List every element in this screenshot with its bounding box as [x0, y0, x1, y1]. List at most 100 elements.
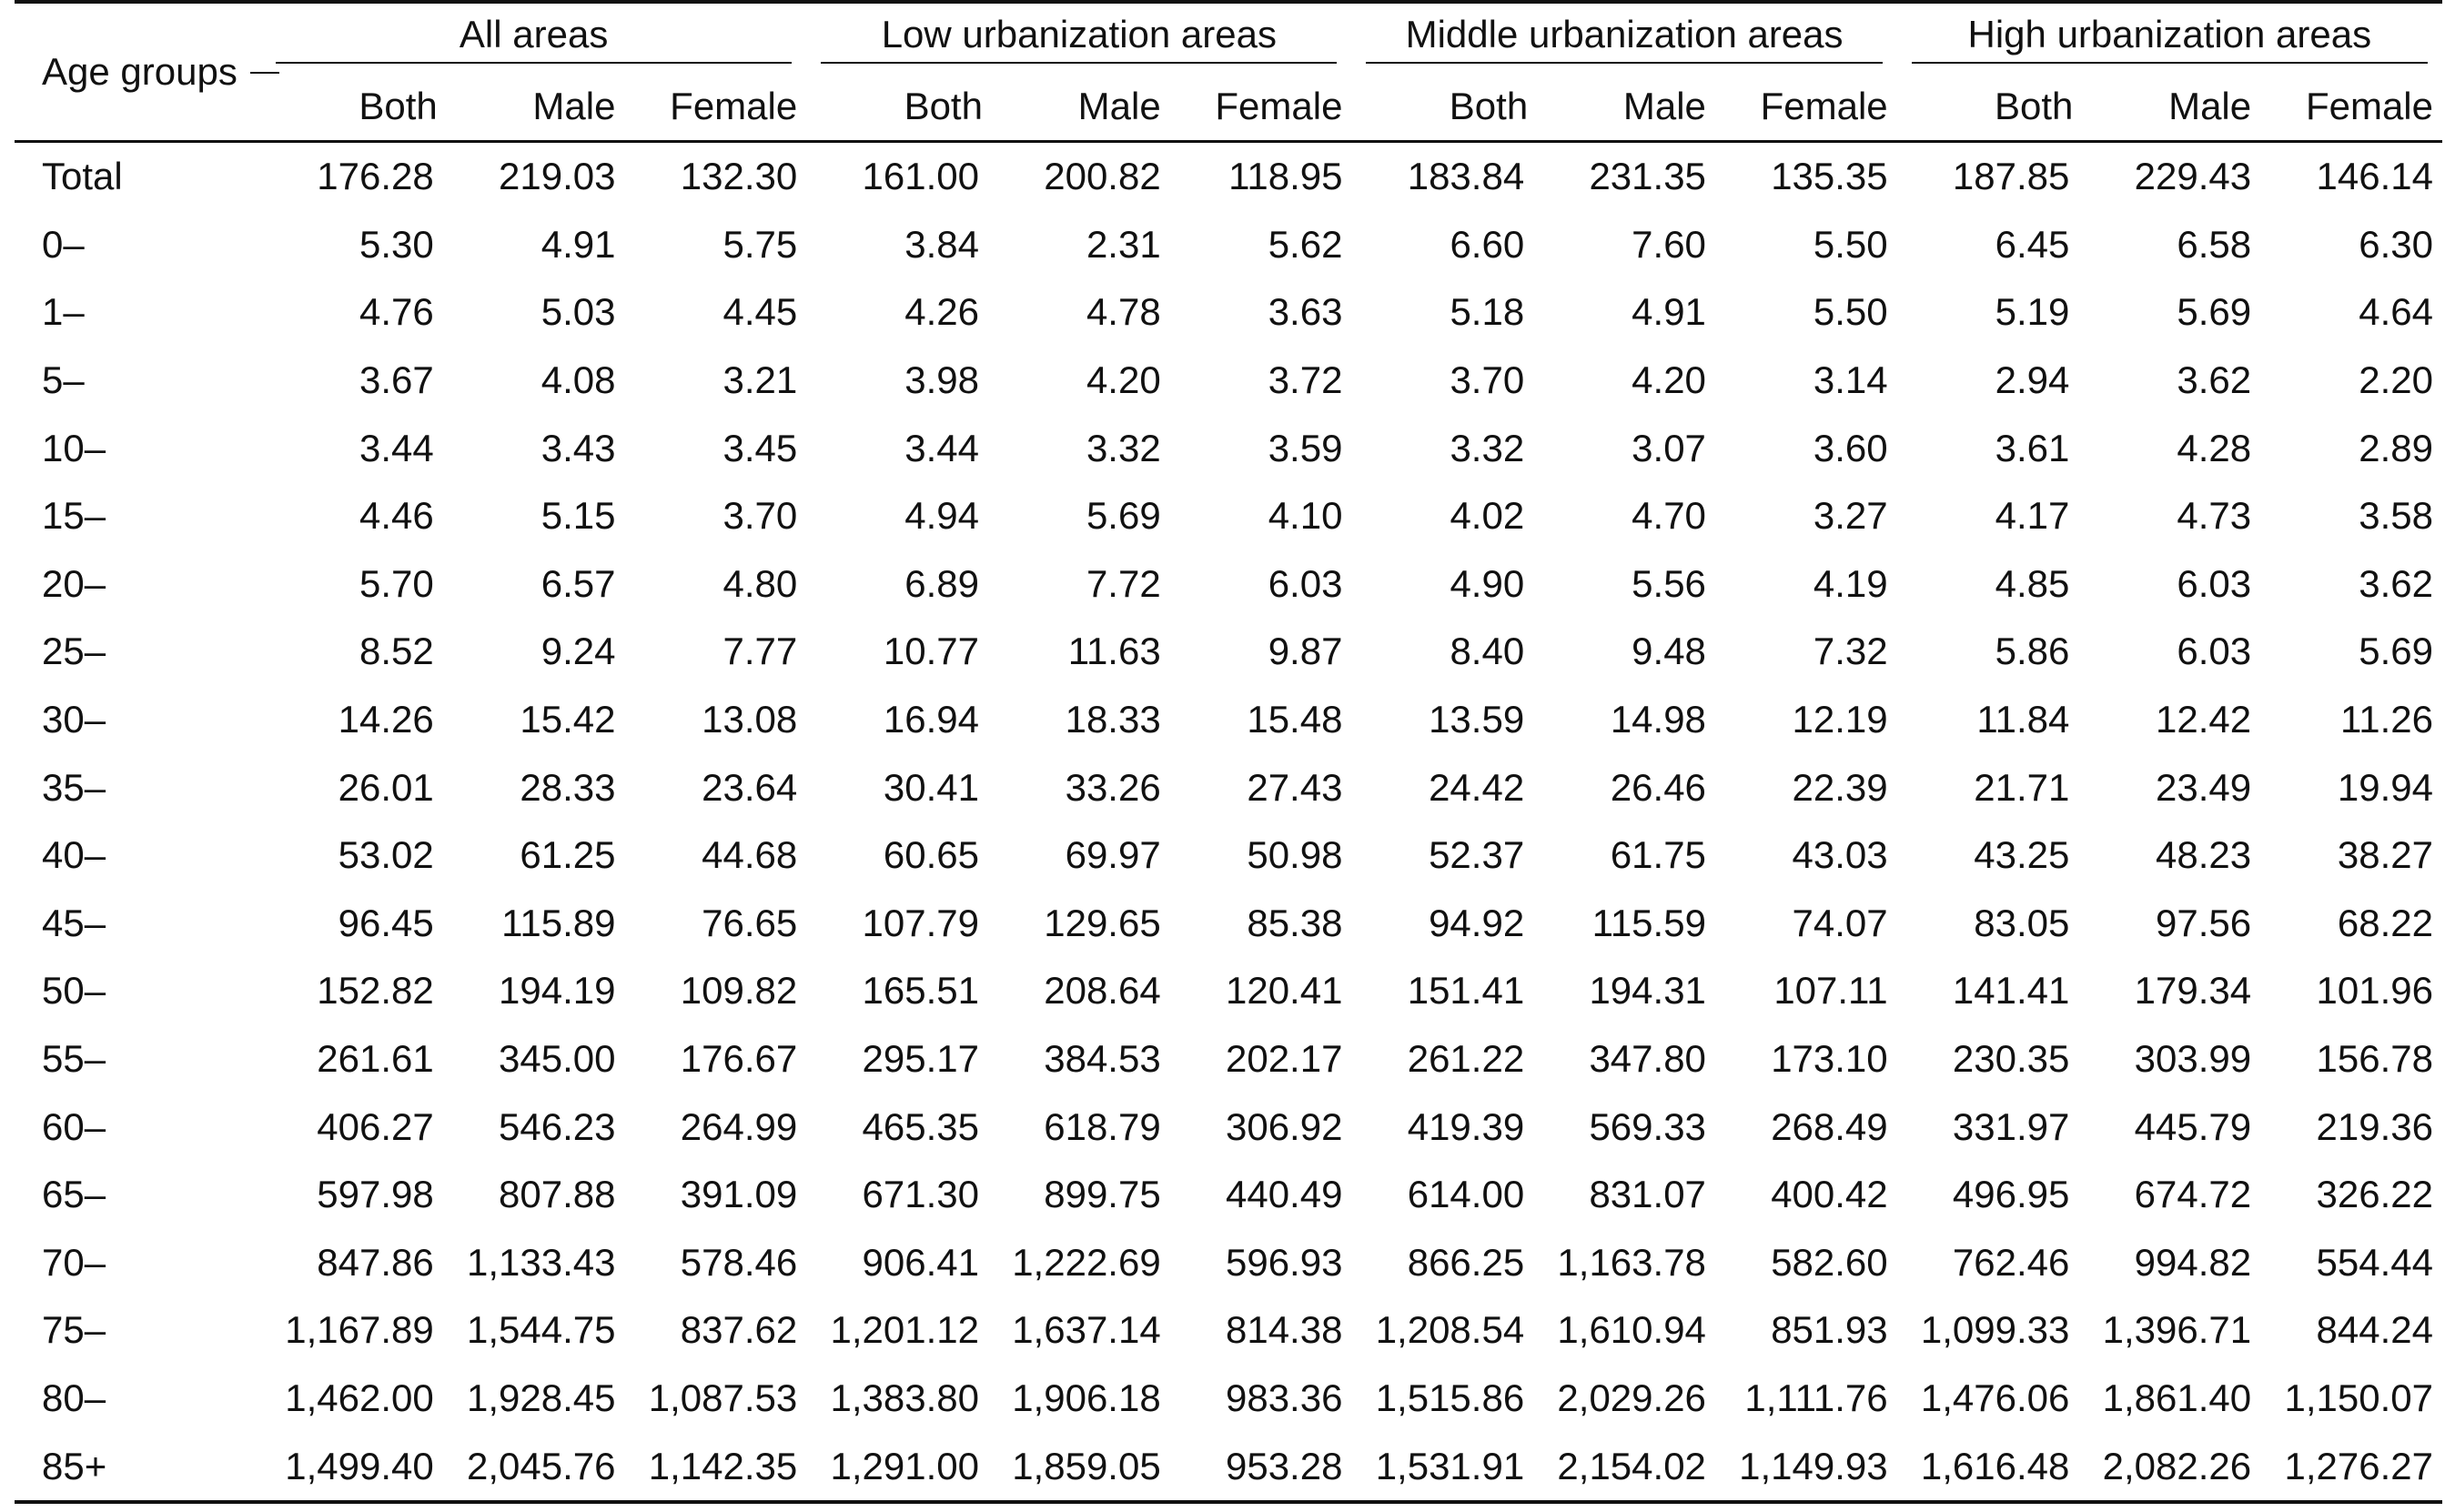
- rate-cell: 132.30: [680, 155, 798, 198]
- rate-cell: 231.35: [1589, 155, 1706, 198]
- age-group-cell: 0–: [42, 222, 85, 266]
- rate-cell: 994.82: [2134, 1240, 2252, 1284]
- rate-cell: 406.27: [317, 1104, 434, 1148]
- rate-cell: 4.10: [1268, 494, 1343, 538]
- rate-cell: 1,462.00: [285, 1376, 434, 1419]
- rate-cell: 28.33: [520, 765, 616, 809]
- rate-cell: 569.33: [1589, 1104, 1706, 1148]
- rate-cell: 7.77: [722, 630, 798, 673]
- subheader-female: Female: [670, 85, 798, 127]
- rate-cell: 5.50: [1813, 290, 1888, 334]
- rate-cell: 2.94: [1995, 358, 2070, 402]
- rate-cell: 1,616.48: [1896, 1432, 2079, 1504]
- rate-cell: 6.58: [2177, 222, 2252, 266]
- rate-cell: 43.03: [1792, 833, 1888, 877]
- age-group-cell: 25–: [42, 630, 106, 673]
- rate-cell: 7.72: [1086, 561, 1161, 605]
- rate-cell: 156.78: [2316, 1037, 2433, 1081]
- table-row: 5– 3.67 4.08 3.21 3.98 4.20 3.72 3.70 4.20 3.14 2.…: [15, 347, 2442, 415]
- rate-cell: 4.20: [1086, 358, 1161, 402]
- rate-cell: 11.63: [1067, 630, 1161, 673]
- rate-cell: 183.84: [1407, 155, 1525, 198]
- rate-cell: 3.60: [1813, 426, 1888, 469]
- rate-cell: 4.76: [359, 290, 434, 334]
- rate-cell: 496.95: [1952, 1173, 2070, 1216]
- table-header: Age groups All areas Low urbanization ar…: [15, 2, 2442, 142]
- rate-cell: 4.17: [1995, 494, 2070, 538]
- mortality-rate-table: Age groups All areas Low urbanization ar…: [15, 0, 2442, 1504]
- rate-cell: 68.22: [2337, 901, 2433, 944]
- rate-cell: 1,276.27: [2260, 1432, 2442, 1504]
- table-row: 10– 3.44 3.43 3.45 3.44 3.32 3.59 3.32 3.07 3.60 3…: [15, 414, 2442, 482]
- rate-cell: 3.67: [359, 358, 434, 402]
- rate-cell: 7.60: [1632, 222, 1706, 266]
- rate-cell: 23.64: [702, 765, 798, 809]
- rate-cell: 69.97: [1065, 833, 1161, 877]
- rate-cell: 4.08: [541, 358, 616, 402]
- rate-cell: 1,544.75: [466, 1308, 616, 1352]
- rate-cell: 1,142.35: [624, 1432, 807, 1504]
- age-group-cell: 45–: [42, 901, 106, 944]
- rate-cell: 6.57: [541, 561, 616, 605]
- rate-cell: 3.98: [904, 358, 979, 402]
- rate-cell: 60.65: [883, 833, 979, 877]
- rate-cell: 851.93: [1771, 1308, 1888, 1352]
- rate-cell: 596.93: [1225, 1240, 1343, 1284]
- rate-cell: 19.94: [2337, 765, 2433, 809]
- table-row: 55– 261.61 345.00 176.67 295.17 384.53 202.17 2…: [15, 1025, 2442, 1094]
- rate-cell: 4.20: [1632, 358, 1706, 402]
- rate-cell: 1,859.05: [987, 1432, 1170, 1504]
- rate-cell: 9.87: [1268, 630, 1343, 673]
- rate-cell: 1,499.40: [261, 1432, 443, 1504]
- rate-cell: 3.70: [722, 494, 798, 538]
- rates-table-container: Age groups All areas Low urbanization ar…: [15, 0, 2442, 1504]
- rate-cell: 1,133.43: [466, 1240, 616, 1284]
- rate-cell: 440.49: [1225, 1173, 1343, 1216]
- rate-cell: 22.39: [1792, 765, 1888, 809]
- rate-cell: 4.85: [1995, 561, 2070, 605]
- rate-cell: 229.43: [2134, 155, 2252, 198]
- rate-cell: 3.84: [904, 222, 979, 266]
- rate-cell: 345.00: [499, 1037, 616, 1081]
- rate-cell: 3.70: [1450, 358, 1525, 402]
- rate-cell: 306.92: [1225, 1104, 1343, 1148]
- rate-cell: 85.38: [1247, 901, 1343, 944]
- table-row: 15– 4.46 5.15 3.70 4.94 5.69 4.10 4.02 4.70 3.27 4…: [15, 482, 2442, 550]
- age-group-cell: 75–: [42, 1308, 106, 1352]
- rate-cell: 4.80: [722, 561, 798, 605]
- rate-cell: 5.19: [1995, 290, 2070, 334]
- rate-cell: 165.51: [862, 969, 979, 1013]
- rate-cell: 10.77: [883, 630, 979, 673]
- group-header-middle-urbanization: Middle urbanization areas: [1351, 2, 1896, 73]
- rate-cell: 554.44: [2316, 1240, 2433, 1284]
- rate-cell: 5.30: [359, 222, 434, 266]
- subheader-male: Male: [1077, 85, 1161, 127]
- group-header-low-urbanization: Low urbanization areas: [806, 2, 1351, 73]
- rate-cell: 3.32: [1086, 426, 1161, 469]
- rate-cell: 578.46: [680, 1240, 798, 1284]
- rate-cell: 5.18: [1450, 290, 1525, 334]
- rate-cell: 151.41: [1407, 969, 1525, 1013]
- rate-cell: 5.69: [2177, 290, 2252, 334]
- rate-cell: 953.28: [1169, 1432, 1352, 1504]
- rate-cell: 347.80: [1589, 1037, 1706, 1081]
- rate-cell: 76.65: [702, 901, 798, 944]
- rate-cell: 8.40: [1450, 630, 1525, 673]
- rate-cell: 4.46: [359, 494, 434, 538]
- rate-cell: 6.03: [1268, 561, 1343, 605]
- rate-cell: 107.11: [1773, 969, 1888, 1013]
- rate-cell: 101.96: [2316, 969, 2433, 1013]
- rate-cell: 15.48: [1247, 698, 1343, 741]
- rate-cell: 141.41: [1952, 969, 2070, 1013]
- rate-cell: 12.42: [2156, 698, 2252, 741]
- rate-cell: 200.82: [1044, 155, 1161, 198]
- rate-cell: 18.33: [1065, 698, 1161, 741]
- rate-cell: 546.23: [499, 1104, 616, 1148]
- rate-cell: 814.38: [1225, 1308, 1343, 1352]
- age-group-cell: 1–: [42, 290, 85, 334]
- subheader-both: Both: [359, 85, 438, 127]
- rate-cell: 3.44: [359, 426, 434, 469]
- rate-cell: 1,928.45: [466, 1376, 616, 1419]
- rate-cell: 129.65: [1044, 901, 1161, 944]
- rate-cell: 5.70: [359, 561, 434, 605]
